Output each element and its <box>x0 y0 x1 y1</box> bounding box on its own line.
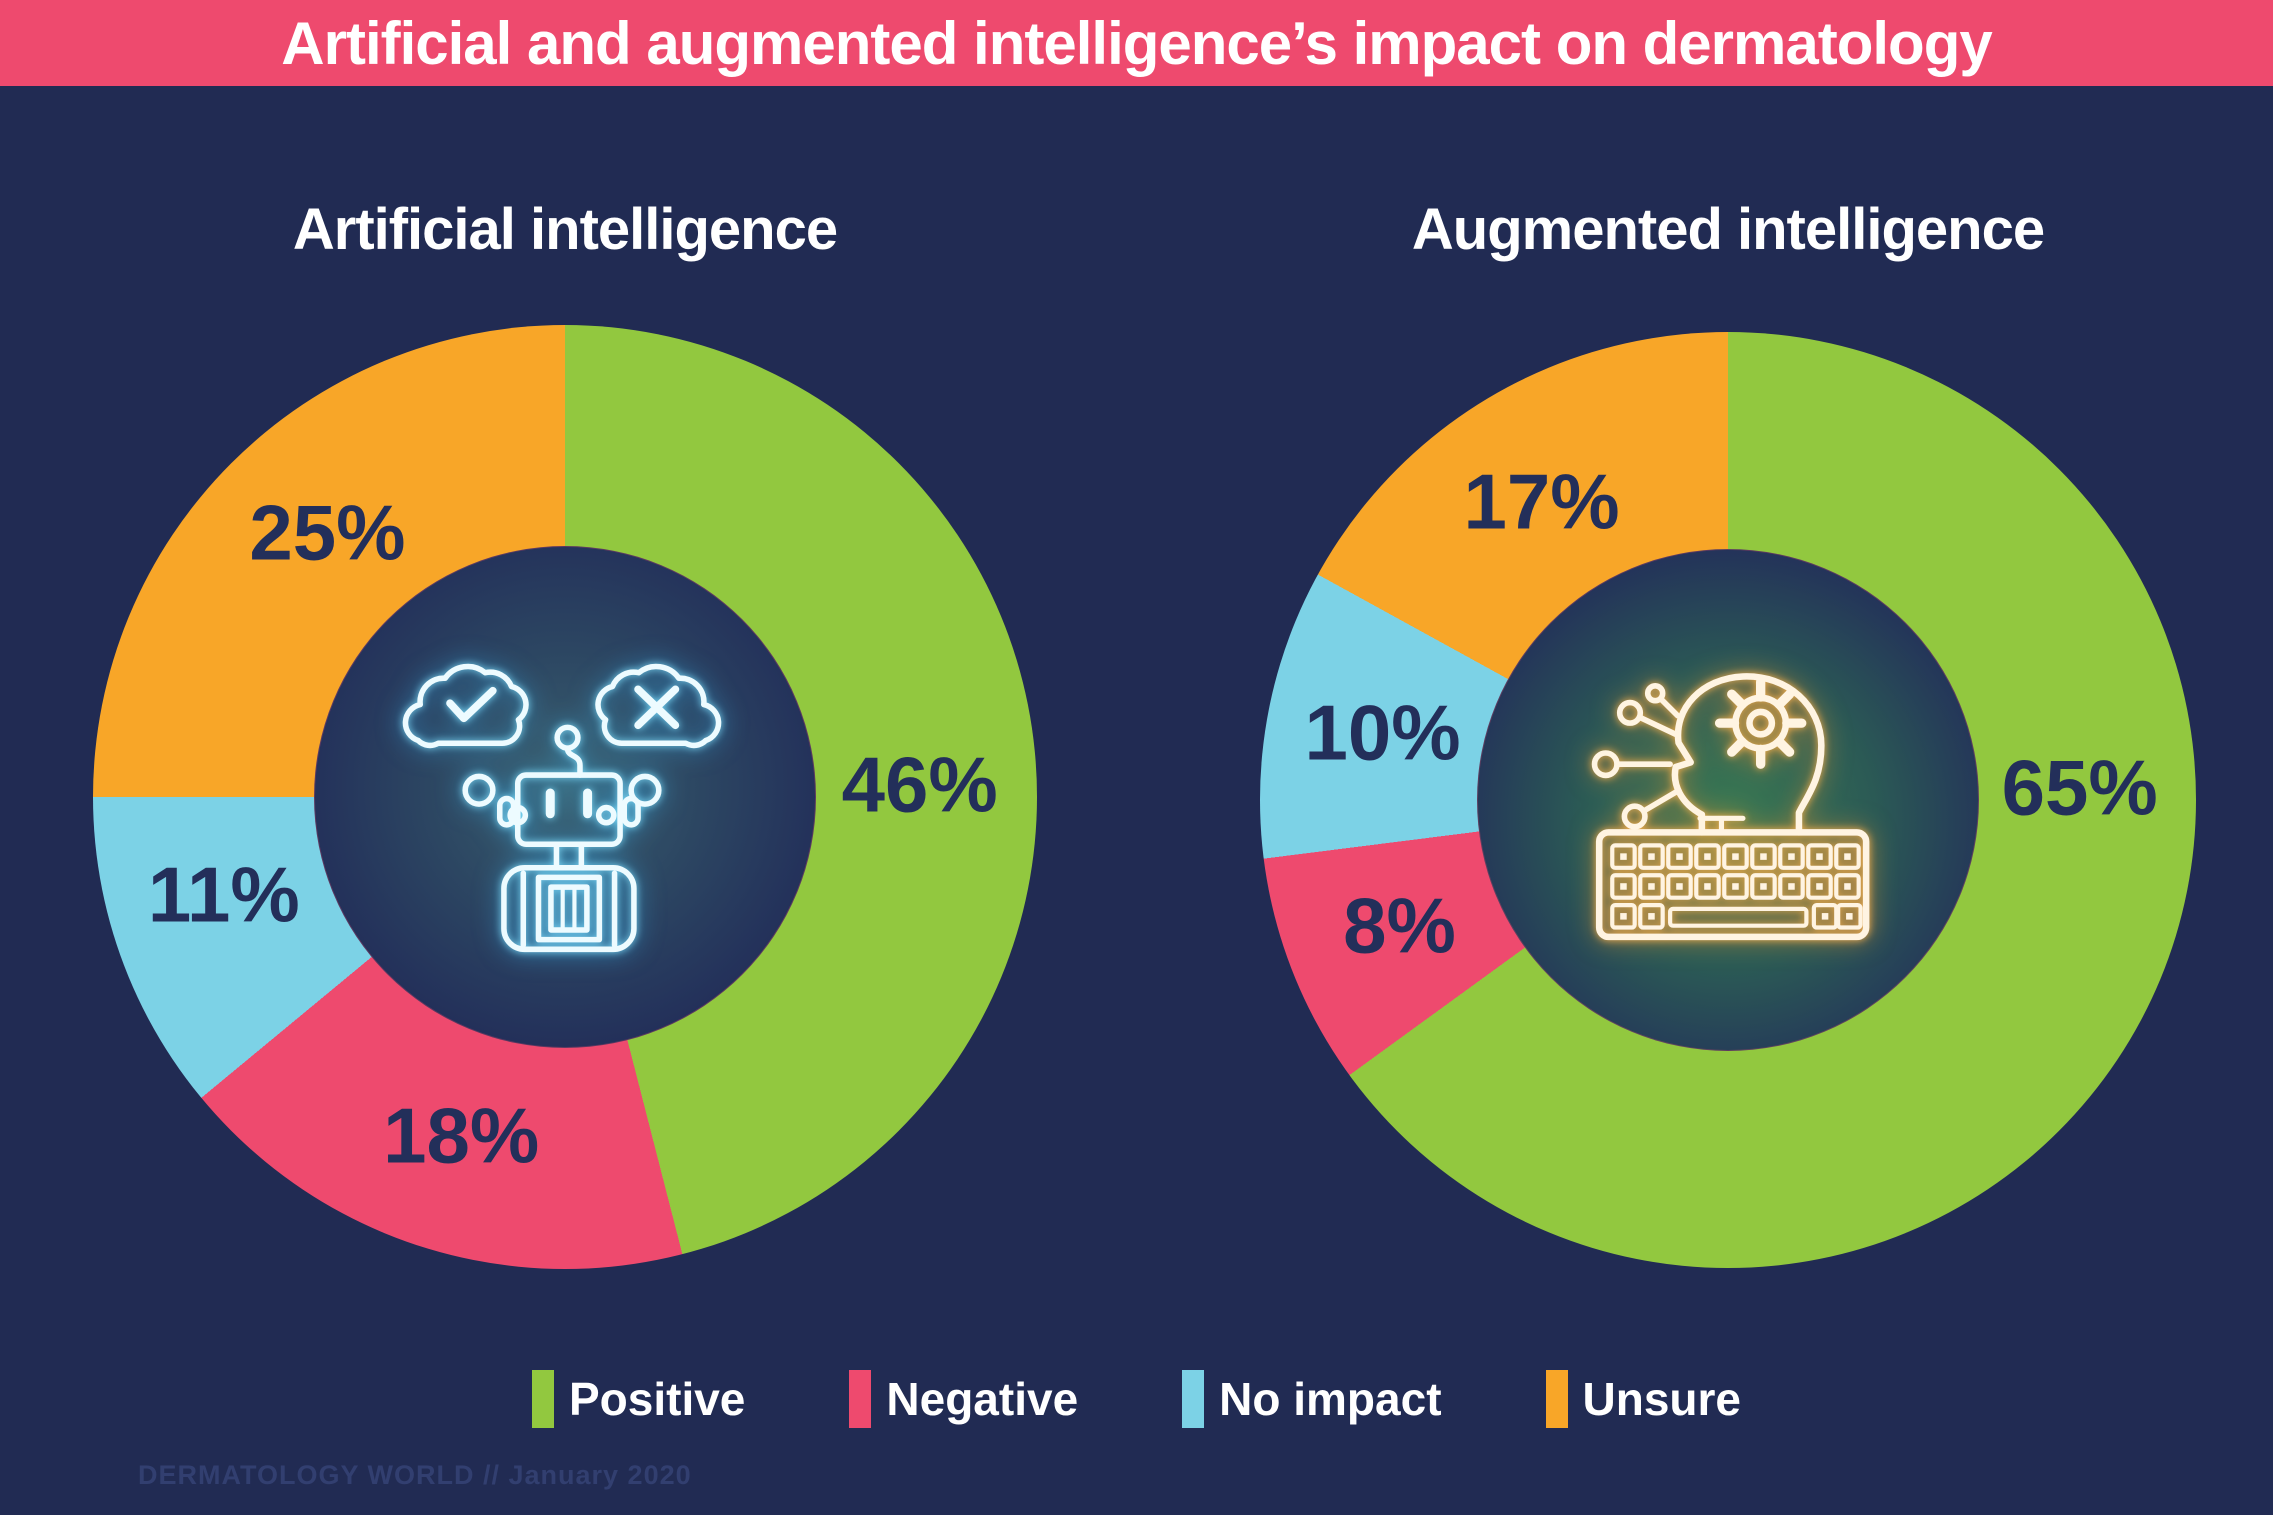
legend-swatch <box>531 1370 554 1428</box>
segment-value-label: 25% <box>249 488 406 577</box>
infographic-title: Artificial and augmented intelligence’s … <box>281 9 1992 77</box>
legend-label: Negative <box>886 1373 1079 1425</box>
donut-chart-artificial-intelligence: 46% 18% 11% 25% <box>93 325 1037 1269</box>
segment-value-label: 17% <box>1463 457 1620 546</box>
legend-swatch <box>849 1370 872 1428</box>
legend-label: Positive <box>568 1373 746 1425</box>
segment-value-label: 8% <box>1343 881 1456 970</box>
legend-label: Unsure <box>1582 1373 1742 1425</box>
chart-title-artificial-intelligence: Artificial intelligence <box>292 197 838 262</box>
segment-value-label: 18% <box>383 1091 540 1180</box>
augmented-head-gear-keyboard-icon <box>1591 673 1870 941</box>
legend-item: Unsure <box>1545 1370 1742 1428</box>
legend-item: Negative <box>849 1370 1078 1428</box>
robot-thought-clouds-icon <box>382 634 742 953</box>
legend-swatch <box>1545 1370 1568 1428</box>
donut-center <box>314 546 816 1048</box>
header-banner: Artificial and augmented intelligence’s … <box>0 0 2273 86</box>
legend-item: No impact <box>1182 1370 1442 1428</box>
legend: Positive Negative No impact Unsure <box>0 1370 2273 1428</box>
legend-swatch <box>1182 1370 1205 1428</box>
segment-value-label: 10% <box>1304 688 1461 777</box>
legend-label: No impact <box>1219 1373 1442 1425</box>
segment-value-label: 11% <box>147 850 300 939</box>
segment-value-label: 46% <box>841 740 998 829</box>
chart-title-augmented-intelligence: Augmented intelligence <box>1411 197 2045 262</box>
segment-value-label: 65% <box>2001 743 2158 832</box>
donut-chart-augmented-intelligence: 65% 8% 10% 17% <box>1260 332 2196 1268</box>
legend-item: Positive <box>531 1370 746 1428</box>
footer-credit: DERMATOLOGY WORLD // January 2020 <box>138 1460 692 1490</box>
donut-center <box>1477 549 1979 1051</box>
